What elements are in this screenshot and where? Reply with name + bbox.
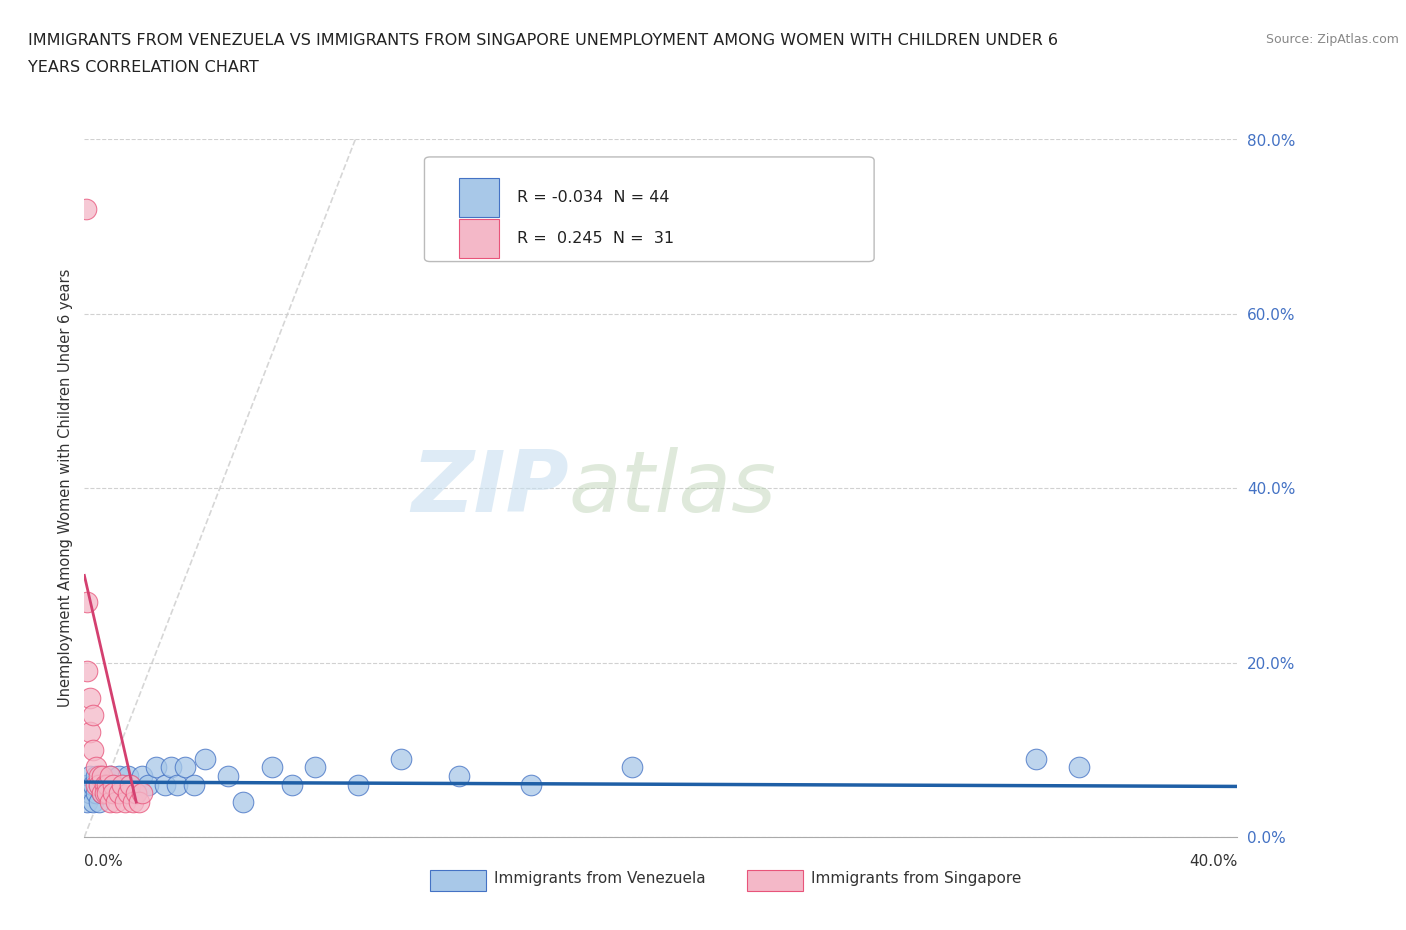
- Point: [82, 777, 104, 792]
- Point: [111, 777, 134, 792]
- Point: [103, 777, 124, 792]
- Point: [218, 768, 240, 783]
- Point: [131, 786, 153, 801]
- Text: 40.0%: 40.0%: [1189, 855, 1237, 870]
- Point: [103, 777, 124, 792]
- Point: [621, 760, 644, 775]
- Point: [281, 777, 304, 792]
- Point: [98, 794, 121, 809]
- Text: IMMIGRANTS FROM VENEZUELA VS IMMIGRANTS FROM SINGAPORE UNEMPLOYMENT AMONG WOMEN : IMMIGRANTS FROM VENEZUELA VS IMMIGRANTS …: [28, 33, 1059, 47]
- Bar: [430, 870, 485, 891]
- Point: [520, 777, 543, 792]
- Point: [87, 768, 110, 783]
- Point: [128, 794, 150, 809]
- Point: [194, 751, 217, 766]
- Point: [75, 202, 97, 217]
- Text: YEARS CORRELATION CHART: YEARS CORRELATION CHART: [28, 60, 259, 75]
- Text: Immigrants from Singapore: Immigrants from Singapore: [811, 871, 1021, 886]
- Bar: [748, 870, 803, 891]
- Point: [93, 786, 115, 801]
- Point: [90, 786, 112, 801]
- Point: [136, 777, 159, 792]
- Point: [98, 768, 121, 783]
- Point: [90, 768, 112, 783]
- Point: [111, 777, 134, 792]
- Bar: [460, 179, 499, 217]
- Point: [114, 786, 136, 801]
- Point: [145, 760, 167, 775]
- Point: [174, 760, 197, 775]
- Point: [160, 760, 183, 775]
- Point: [166, 777, 188, 792]
- Point: [449, 768, 471, 783]
- Point: [84, 777, 107, 792]
- Point: [120, 777, 142, 792]
- Point: [183, 777, 205, 792]
- Point: [79, 725, 101, 740]
- Point: [105, 794, 128, 809]
- Point: [84, 760, 107, 775]
- Point: [87, 777, 110, 792]
- Point: [79, 786, 101, 801]
- Point: [79, 768, 101, 783]
- Y-axis label: Unemployment Among Women with Children Under 6 years: Unemployment Among Women with Children U…: [58, 269, 73, 708]
- Point: [76, 777, 98, 792]
- Point: [82, 742, 104, 757]
- Point: [84, 786, 107, 801]
- Point: [90, 786, 112, 801]
- Point: [117, 786, 139, 801]
- Point: [1067, 760, 1090, 775]
- Text: R = -0.034  N = 44: R = -0.034 N = 44: [517, 190, 669, 205]
- Point: [90, 768, 112, 783]
- Point: [347, 777, 370, 792]
- Point: [103, 786, 124, 801]
- Point: [108, 786, 131, 801]
- Point: [93, 777, 115, 792]
- Point: [131, 768, 153, 783]
- Point: [105, 786, 128, 801]
- Point: [122, 794, 145, 809]
- Point: [93, 777, 115, 792]
- Point: [87, 777, 110, 792]
- Point: [125, 786, 148, 801]
- Point: [82, 708, 104, 723]
- Point: [96, 786, 118, 801]
- Point: [82, 794, 104, 809]
- Point: [391, 751, 413, 766]
- Text: ZIP: ZIP: [411, 446, 568, 530]
- Point: [96, 777, 118, 792]
- Point: [114, 794, 136, 809]
- Point: [260, 760, 283, 775]
- Text: atlas: atlas: [568, 446, 776, 530]
- Point: [108, 768, 131, 783]
- FancyBboxPatch shape: [425, 157, 875, 261]
- Point: [125, 786, 148, 801]
- Point: [84, 768, 107, 783]
- Point: [120, 777, 142, 792]
- Text: Source: ZipAtlas.com: Source: ZipAtlas.com: [1265, 33, 1399, 46]
- Point: [87, 794, 110, 809]
- Point: [117, 768, 139, 783]
- Point: [79, 690, 101, 705]
- Point: [76, 794, 98, 809]
- Bar: [460, 219, 499, 258]
- Text: R =  0.245  N =  31: R = 0.245 N = 31: [517, 231, 673, 246]
- Point: [232, 794, 254, 809]
- Point: [76, 594, 98, 609]
- Point: [1025, 751, 1047, 766]
- Point: [304, 760, 326, 775]
- Point: [96, 786, 118, 801]
- Text: 0.0%: 0.0%: [84, 855, 124, 870]
- Point: [76, 664, 98, 679]
- Point: [98, 768, 121, 783]
- Point: [153, 777, 176, 792]
- Text: Immigrants from Venezuela: Immigrants from Venezuela: [494, 871, 706, 886]
